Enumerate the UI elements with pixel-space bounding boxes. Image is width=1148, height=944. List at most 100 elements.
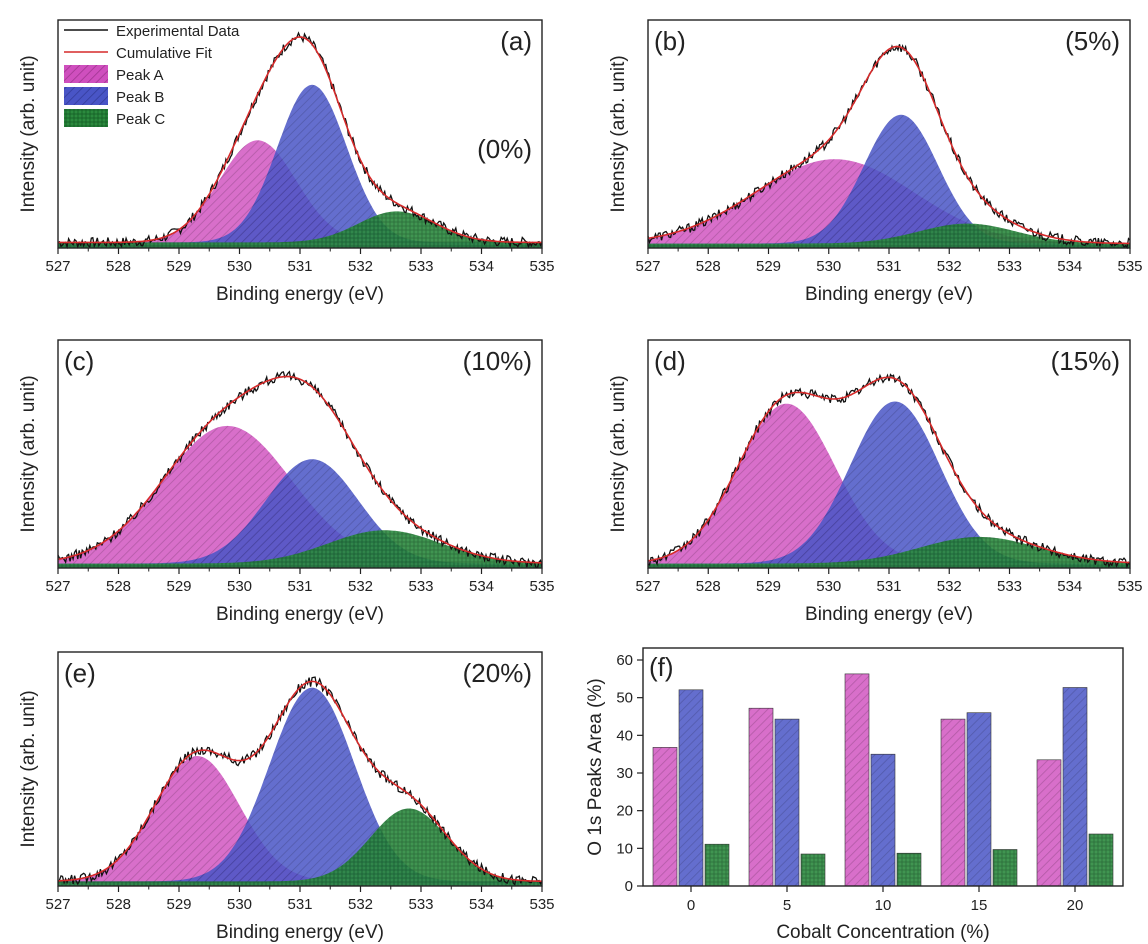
peak-c-area [58, 808, 542, 886]
peak-b-area [58, 84, 542, 248]
legend-swatch-peak_a [64, 65, 108, 83]
x-tick-label: 529 [166, 896, 191, 913]
panel-tag: (f) [649, 652, 674, 682]
legend-label-peak_c: Peak C [116, 111, 165, 128]
x-tick-label: 529 [756, 258, 781, 275]
y-tick-label: 20 [616, 803, 633, 820]
panel-tag: (a) [500, 26, 532, 56]
x-tick-label: 10 [875, 897, 892, 914]
x-tick-label: 531 [876, 578, 901, 595]
x-tick-label: 528 [696, 258, 721, 275]
y-axis-label: Intensity (arb. unit) [18, 55, 39, 212]
x-axis-label: Binding energy (eV) [805, 604, 973, 625]
peak-b-area [58, 459, 542, 568]
y-axis-label: O 1s Peaks Area (%) [585, 678, 606, 855]
y-tick-label: 60 [616, 652, 633, 669]
bar-peak-a [940, 718, 966, 887]
legend-swatch-peak_b [64, 87, 108, 105]
panel-tag: (c) [64, 346, 94, 376]
x-tick-label: 528 [106, 896, 131, 913]
x-tick-label: 527 [635, 578, 660, 595]
y-tick-label: 30 [616, 765, 633, 782]
x-tick-label: 530 [816, 258, 841, 275]
legend-label-experimental: Experimental Data [116, 23, 240, 40]
x-tick-label: 531 [876, 258, 901, 275]
concentration-label: (10%) [463, 346, 532, 376]
peak-c-area [58, 211, 542, 248]
concentration-label: (0%) [477, 134, 532, 164]
bar-peak-b [678, 689, 704, 887]
x-tick-label: 533 [997, 258, 1022, 275]
bar-peak-c [1088, 833, 1114, 887]
x-tick-label: 531 [287, 896, 312, 913]
bar-peak-b [1062, 687, 1088, 887]
x-tick-label: 532 [937, 258, 962, 275]
x-axis-label: Binding energy (eV) [805, 284, 973, 305]
x-tick-label: 527 [45, 258, 70, 275]
x-tick-label: 534 [1057, 578, 1082, 595]
bar-peak-a [748, 707, 774, 887]
x-tick-label: 0 [687, 897, 695, 914]
bar-peak-b [966, 712, 992, 887]
x-tick-label: 529 [166, 578, 191, 595]
panel-d: 527 528 529 530 531 532 533 534 535 Binding energ… [608, 339, 1143, 625]
panel-a: 527 528 529 530 531 532 533 534 535 Binding energ… [18, 19, 555, 305]
panel-c: 527 528 529 530 531 532 533 534 535 Binding energ… [18, 339, 555, 625]
bar-peak-c [992, 849, 1018, 887]
bar-peak-c [800, 853, 826, 887]
x-tick-label: 535 [529, 896, 554, 913]
panel-f: 0 5 10 15 20 0 10 20 30 40 50 60 (f) Cobalt Concentra… [585, 647, 1124, 943]
panel-tag: (e) [64, 658, 96, 688]
x-tick-label: 533 [408, 896, 433, 913]
y-tick-label: 0 [625, 878, 633, 895]
experimental-data-line [647, 43, 1131, 250]
legend-label-peak_a: Peak A [116, 67, 164, 84]
x-tick-label: 535 [1117, 258, 1142, 275]
cumulative-fit-line [647, 376, 1131, 564]
x-tick-label: 531 [287, 578, 312, 595]
panel-tag: (b) [654, 26, 686, 56]
y-tick-label: 50 [616, 690, 633, 707]
y-axis-label: Intensity (arb. unit) [18, 690, 39, 847]
x-tick-label: 534 [1057, 258, 1082, 275]
concentration-label: (5%) [1065, 26, 1120, 56]
legend: Experimental Data Cumulative Fit Peak A Pea… [64, 23, 240, 128]
bar-peak-a [1036, 759, 1062, 887]
plot-frame [642, 647, 1124, 887]
y-axis-label: Intensity (arb. unit) [608, 375, 629, 532]
x-tick-label: 527 [45, 896, 70, 913]
x-tick-label: 534 [469, 258, 494, 275]
panel-b: 527 528 529 530 531 532 533 534 535 Binding energ… [608, 19, 1143, 305]
peak-c-area [58, 530, 542, 568]
x-tick-label: 534 [469, 578, 494, 595]
bar-peak-b [774, 718, 800, 887]
x-tick-label: 533 [997, 578, 1022, 595]
x-axis-label: Binding energy (eV) [216, 922, 384, 943]
cumulative-fit-line [57, 375, 543, 564]
bar-peak-a [844, 673, 870, 887]
legend-label-peak_b: Peak B [116, 89, 164, 106]
concentration-label: (15%) [1051, 346, 1120, 376]
x-tick-label: 535 [1117, 578, 1142, 595]
bar-peak-c [704, 843, 730, 887]
panel-tag: (d) [654, 346, 686, 376]
y-axis-label: Intensity (arb. unit) [18, 375, 39, 532]
x-tick-label: 532 [348, 258, 373, 275]
x-tick-label: 533 [408, 258, 433, 275]
x-tick-label: 528 [106, 258, 131, 275]
x-tick-label: 531 [287, 258, 312, 275]
concentration-label: (20%) [463, 658, 532, 688]
x-tick-label: 529 [756, 578, 781, 595]
peak-c-area [648, 223, 1130, 248]
x-tick-label: 5 [783, 897, 791, 914]
x-tick-label: 527 [45, 578, 70, 595]
y-axis-label: Intensity (arb. unit) [608, 55, 629, 212]
experimental-data-line [647, 373, 1131, 570]
x-tick-label: 535 [529, 258, 554, 275]
legend-label-fit: Cumulative Fit [116, 45, 213, 62]
x-tick-label: 528 [696, 578, 721, 595]
y-tick-label: 40 [616, 727, 633, 744]
x-tick-label: 534 [469, 896, 494, 913]
x-tick-label: 530 [816, 578, 841, 595]
